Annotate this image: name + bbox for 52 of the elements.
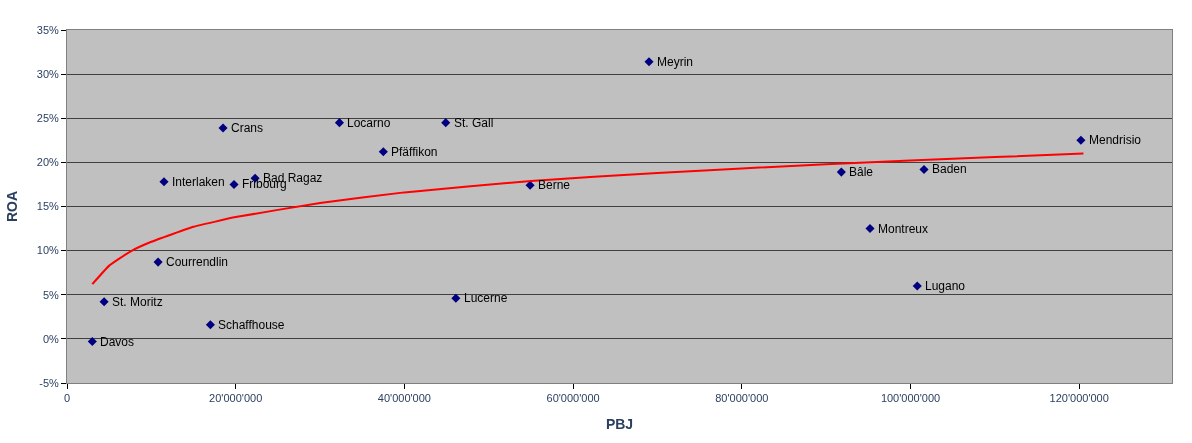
- point: [153, 257, 163, 267]
- point: [205, 320, 215, 330]
- point: [1076, 135, 1086, 145]
- annotation: St. Gall: [454, 116, 494, 130]
- annotation: Bâle: [849, 165, 874, 179]
- y-tick-label: 5%: [42, 288, 60, 301]
- annotation: Pfäffikon: [391, 145, 438, 159]
- x-tick-label: 0: [63, 392, 71, 405]
- point: [836, 167, 846, 177]
- point: [99, 297, 109, 307]
- y-tick-label: 30%: [36, 67, 59, 80]
- annotation: Davos: [100, 335, 135, 349]
- y-tick-label: -5%: [39, 376, 60, 389]
- point: [87, 336, 97, 347]
- annotation: Interlaken: [172, 175, 225, 189]
- y-tick-label: 0%: [42, 332, 60, 345]
- y-tick-label: 15%: [36, 200, 59, 213]
- x-axis-title: PBJ: [605, 415, 634, 432]
- point: [218, 123, 228, 133]
- y-tick-label: 35%: [36, 23, 59, 36]
- annotation: Schaffhouse: [218, 318, 285, 332]
- point: [451, 293, 461, 303]
- x-tick-label: 40'000'000: [377, 392, 431, 405]
- point: [159, 177, 169, 187]
- y-tick-label: 25%: [36, 112, 59, 125]
- point: [441, 118, 451, 128]
- annotation: Meyrin: [657, 55, 694, 69]
- annotation: Lugano: [925, 279, 966, 293]
- point: [865, 224, 875, 234]
- annotation: Baden: [932, 162, 967, 176]
- x-tick-label: 20'000'000: [209, 392, 263, 405]
- annotation: Locarno: [347, 116, 391, 130]
- annotation: Lucerne: [464, 291, 508, 305]
- x-tick-label: 60'000'000: [546, 392, 600, 405]
- annotation: Montreux: [878, 222, 929, 236]
- y-axis-title: ROA: [4, 190, 21, 223]
- x-tick-label: 80'000'000: [715, 392, 769, 405]
- x-tick-label: 100'000'000: [880, 392, 941, 405]
- point: [378, 147, 388, 157]
- point: [644, 57, 654, 67]
- y-tick-label: 10%: [36, 244, 59, 257]
- annotation: Mendrisio: [1089, 133, 1142, 147]
- point: [919, 164, 929, 174]
- point: [229, 179, 239, 189]
- annotation: Courrendlin: [166, 255, 229, 269]
- annotation: Berne: [538, 178, 571, 192]
- annotation: St. Moritz: [112, 295, 163, 309]
- point: [912, 281, 922, 291]
- annotation: Crans: [231, 121, 264, 135]
- point: [334, 118, 344, 128]
- y-tick-label: 20%: [36, 156, 59, 169]
- x-tick-label: 120'000'000: [1049, 392, 1109, 405]
